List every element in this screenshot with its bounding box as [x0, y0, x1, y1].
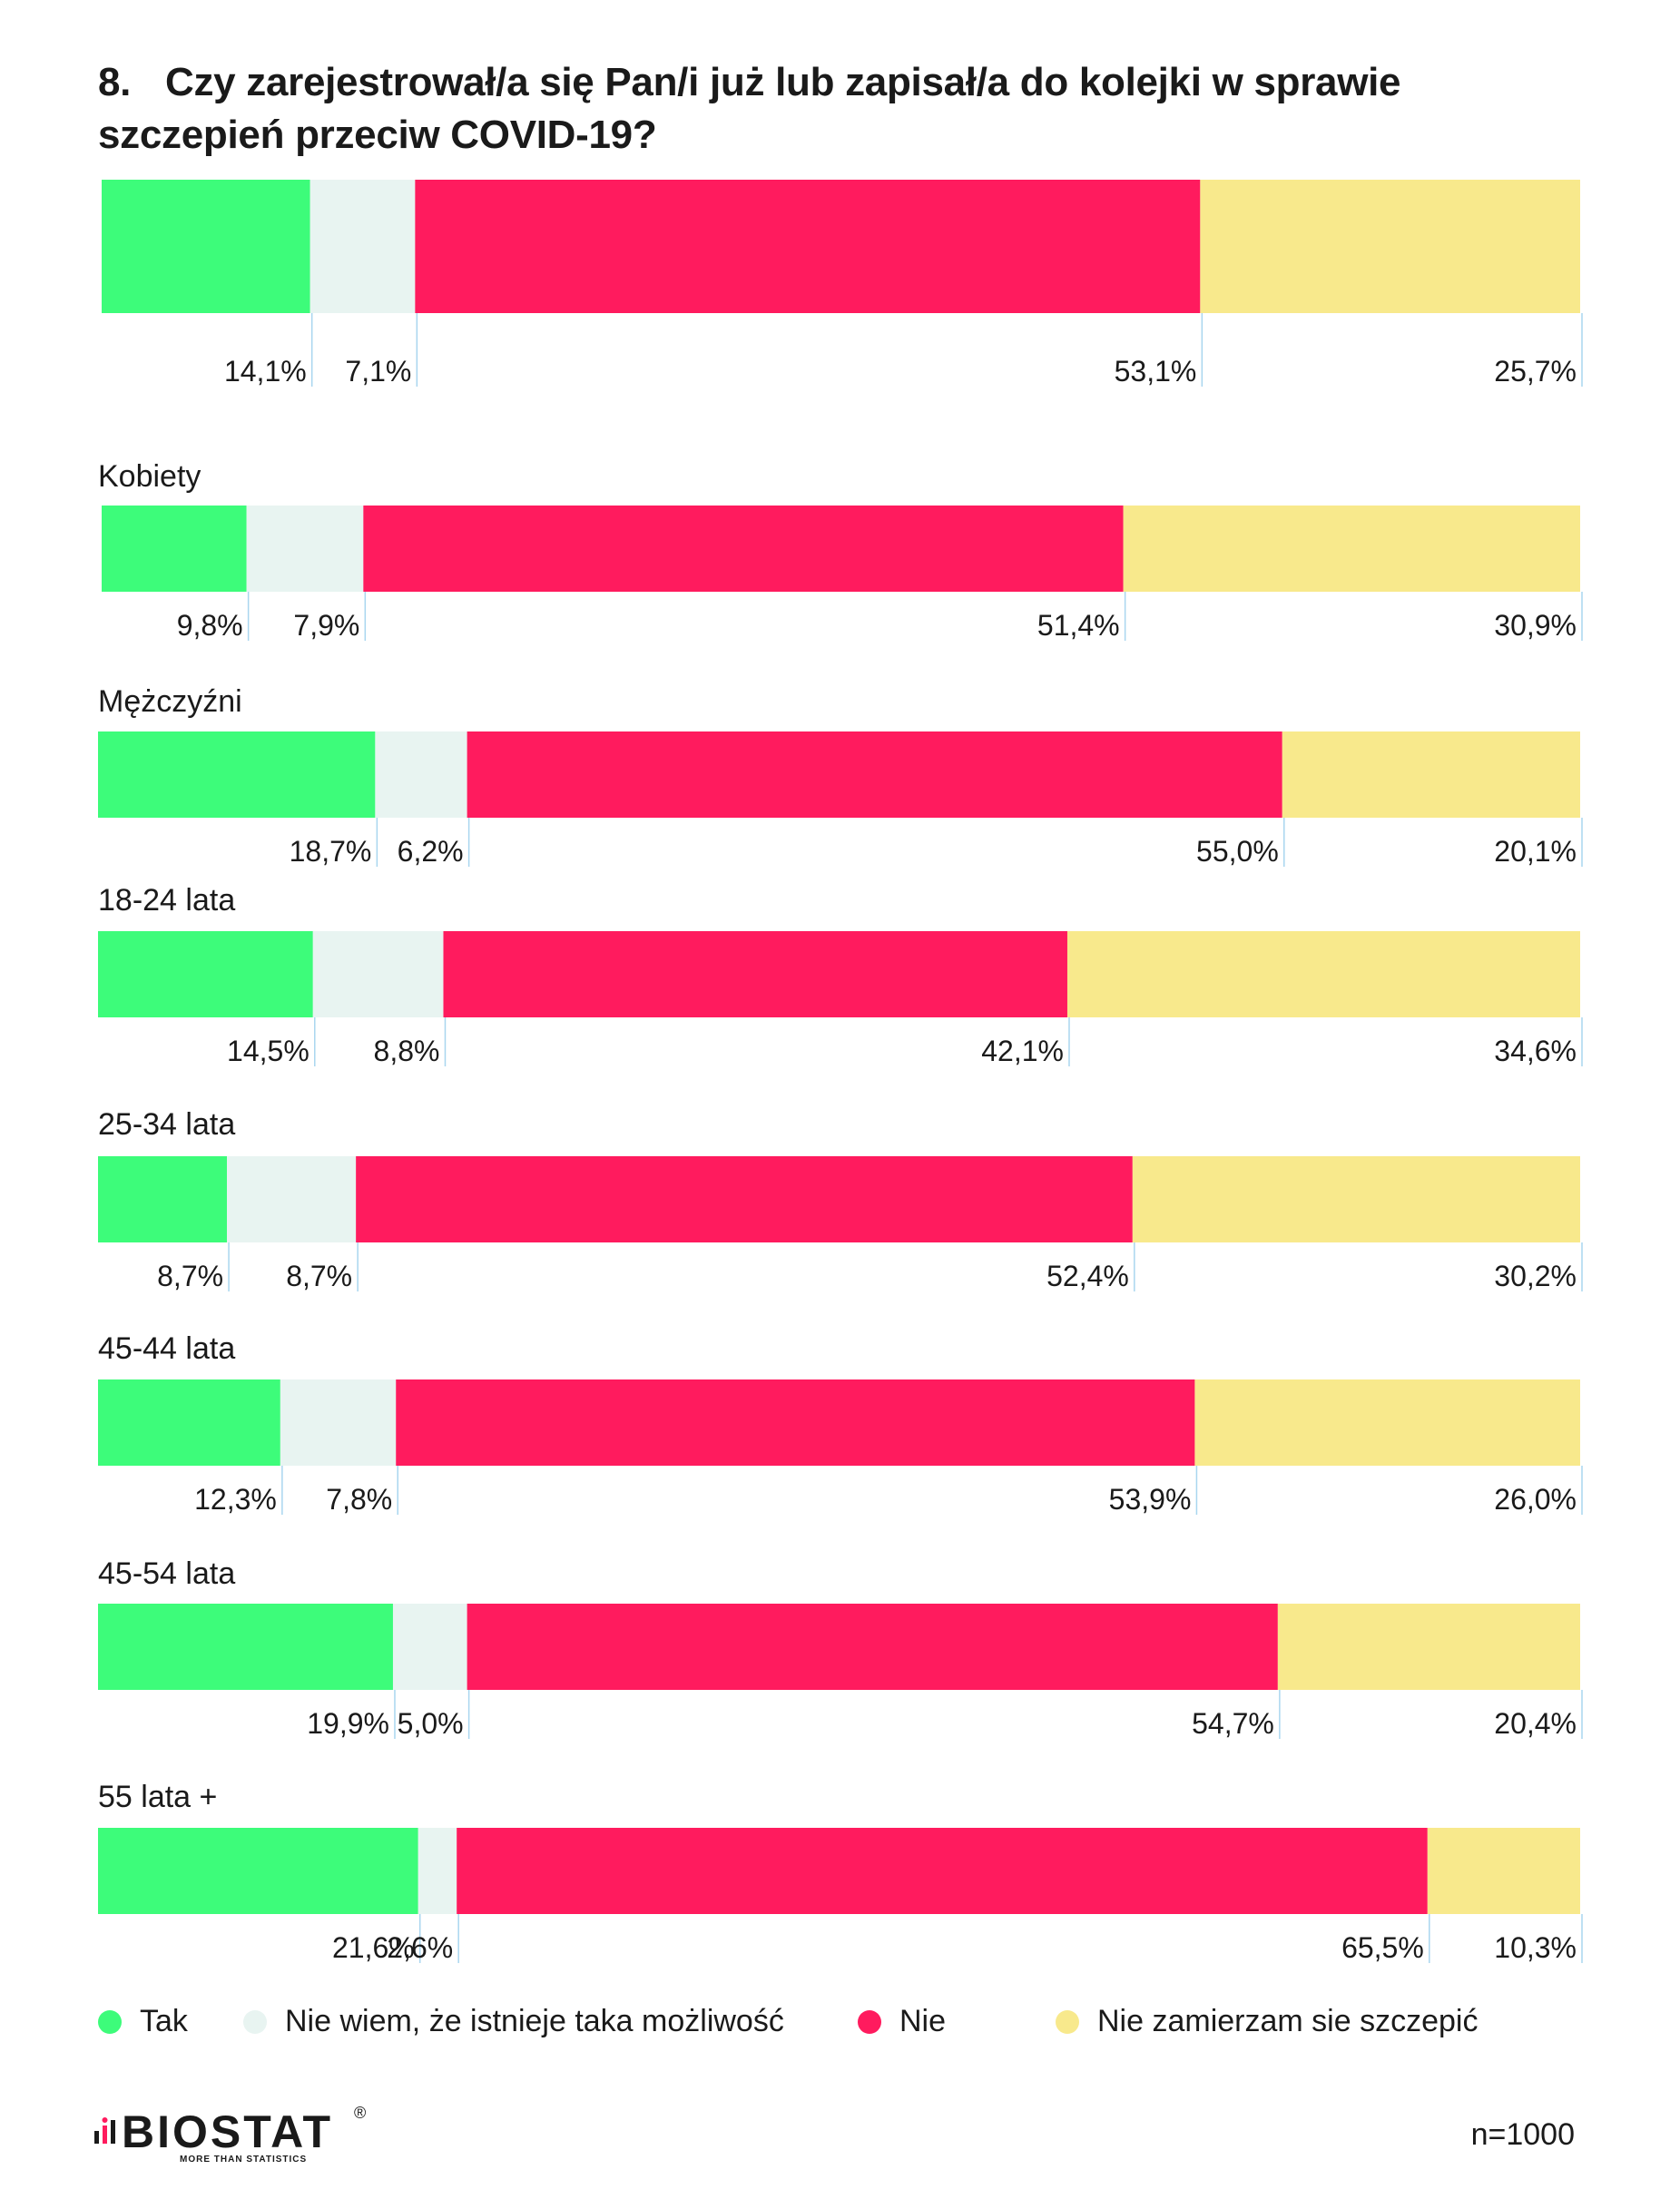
- row-label: 45-54 lata: [98, 1556, 235, 1591]
- data-label: 8,8%: [374, 1035, 440, 1067]
- bar-segment: [1123, 506, 1580, 592]
- data-label: 26,0%: [1494, 1483, 1577, 1516]
- bar-segment: [457, 1828, 1428, 1914]
- data-label: 7,9%: [293, 609, 359, 642]
- legend-swatch: [98, 2009, 122, 2034]
- data-label: 42,1%: [981, 1035, 1064, 1067]
- logo-tagline: MORE THAN STATISTICS: [180, 2155, 307, 2165]
- data-label: 30,9%: [1494, 609, 1577, 642]
- legend-item: Nie: [858, 2004, 946, 2039]
- question-text: Czy zarejestrował/a się Pan/i już lub za…: [98, 60, 1401, 157]
- bar-segment: [102, 180, 310, 313]
- data-label: 14,5%: [227, 1035, 309, 1067]
- legend-swatch: [243, 2009, 267, 2034]
- legend-label: Tak: [140, 2004, 188, 2038]
- bar-segment: [227, 1156, 357, 1242]
- bar-segment: [375, 731, 467, 818]
- data-label: 9,8%: [177, 609, 243, 642]
- data-label: 12,3%: [194, 1483, 277, 1516]
- legend-item: Tak: [98, 2004, 188, 2039]
- legend: Tak Nie wiem, że istnieje taka możliwość N…: [98, 2004, 1596, 2058]
- data-label: 25,7%: [1494, 355, 1577, 388]
- data-label: 8,7%: [286, 1260, 352, 1292]
- data-label: 14,1%: [224, 355, 307, 388]
- data-label: 54,7%: [1192, 1707, 1274, 1740]
- data-label: 20,4%: [1494, 1707, 1577, 1740]
- row-label: 55 lata +: [98, 1780, 217, 1814]
- legend-label: Nie zamierzam sie szczepić: [1097, 2004, 1479, 2038]
- bar-segment: [98, 931, 313, 1017]
- bar-segment: [1194, 1379, 1580, 1466]
- data-label: 65,5%: [1341, 1931, 1424, 1964]
- bar-segment: [363, 506, 1124, 592]
- question-number: 8.: [98, 60, 132, 104]
- stacked-bar-chart: 14,1% 7,1% 53,1% 25,7% Kobiety 9,8% 7,9% 51,4% 3…: [98, 180, 1583, 1964]
- data-label: 18,7%: [290, 835, 372, 868]
- bar-segment: [309, 180, 416, 313]
- row-label: Mężczyźni: [98, 684, 242, 719]
- bar-segment: [418, 1828, 457, 1914]
- row-label: 25-34 lata: [98, 1107, 235, 1142]
- legend-swatch: [1056, 2009, 1079, 2034]
- bar-segment: [102, 506, 247, 592]
- bar-segment: [98, 1828, 418, 1914]
- data-label: 53,9%: [1109, 1483, 1192, 1516]
- bar-segment: [312, 931, 444, 1017]
- legend-item: Nie wiem, że istnieje taka możliwość: [243, 2004, 784, 2039]
- bar-segment: [98, 731, 376, 818]
- bar-segment: [392, 1604, 467, 1690]
- data-label: 30,2%: [1494, 1260, 1577, 1292]
- row-label: 45-44 lata: [98, 1331, 235, 1366]
- bar-segment: [467, 1604, 1278, 1690]
- data-label: 5,0%: [398, 1707, 464, 1740]
- data-label: 8,7%: [157, 1260, 223, 1292]
- sample-size: n=1000: [1470, 2117, 1575, 2152]
- bar-segment: [1066, 931, 1580, 1017]
- logo-registered-mark: ®: [354, 2104, 366, 2122]
- data-label: 10,3%: [1494, 1931, 1577, 1964]
- bar-segment: [467, 731, 1282, 818]
- data-label: 7,8%: [326, 1483, 392, 1516]
- bar-segment: [1277, 1604, 1580, 1690]
- bar-segment: [1427, 1828, 1580, 1914]
- data-label: 6,2%: [398, 835, 464, 868]
- logo-wordmark: BIOSTAT: [122, 2106, 333, 2157]
- legend-item: Nie zamierzam sie szczepić: [1056, 2004, 1478, 2039]
- bar-segment: [356, 1156, 1133, 1242]
- data-label: 53,1%: [1115, 355, 1197, 388]
- bar-segment: [98, 1379, 280, 1466]
- data-label: 20,1%: [1494, 835, 1577, 868]
- row-label: 18-24 lata: [98, 883, 235, 918]
- row-label: Kobiety: [98, 459, 201, 494]
- legend-label: Nie: [899, 2004, 947, 2038]
- data-label: 34,6%: [1494, 1035, 1577, 1067]
- chart-title: 8. Czy zarejestrował/a się Pan/i już lub …: [98, 56, 1550, 162]
- legend-label: Nie wiem, że istnieje taka możliwość: [285, 2004, 784, 2038]
- data-label: 2,6%: [387, 1931, 453, 1964]
- data-label: 21,6%: [332, 1931, 415, 1964]
- bar-segment: [443, 931, 1067, 1017]
- data-label: 19,9%: [307, 1707, 389, 1740]
- biostat-logo: BIOSTAT ® MORE THAN STATISTICS: [94, 2104, 366, 2165]
- bar-segment: [98, 1156, 228, 1242]
- bar-segment: [98, 1604, 393, 1690]
- data-label: 7,1%: [345, 355, 411, 388]
- bar-segment: [396, 1379, 1195, 1466]
- data-label: 51,4%: [1037, 609, 1120, 642]
- bar-segment: [246, 506, 364, 592]
- legend-swatch: [858, 2009, 881, 2034]
- bar-chart-icon: [94, 2117, 115, 2144]
- bar-segment: [415, 180, 1201, 313]
- data-label: 55,0%: [1196, 835, 1279, 868]
- bar-segment: [1282, 731, 1580, 818]
- bar-segment: [1200, 180, 1580, 313]
- data-label: 52,4%: [1046, 1260, 1129, 1292]
- bar-segment: [1132, 1156, 1580, 1242]
- bar-segment: [280, 1379, 397, 1466]
